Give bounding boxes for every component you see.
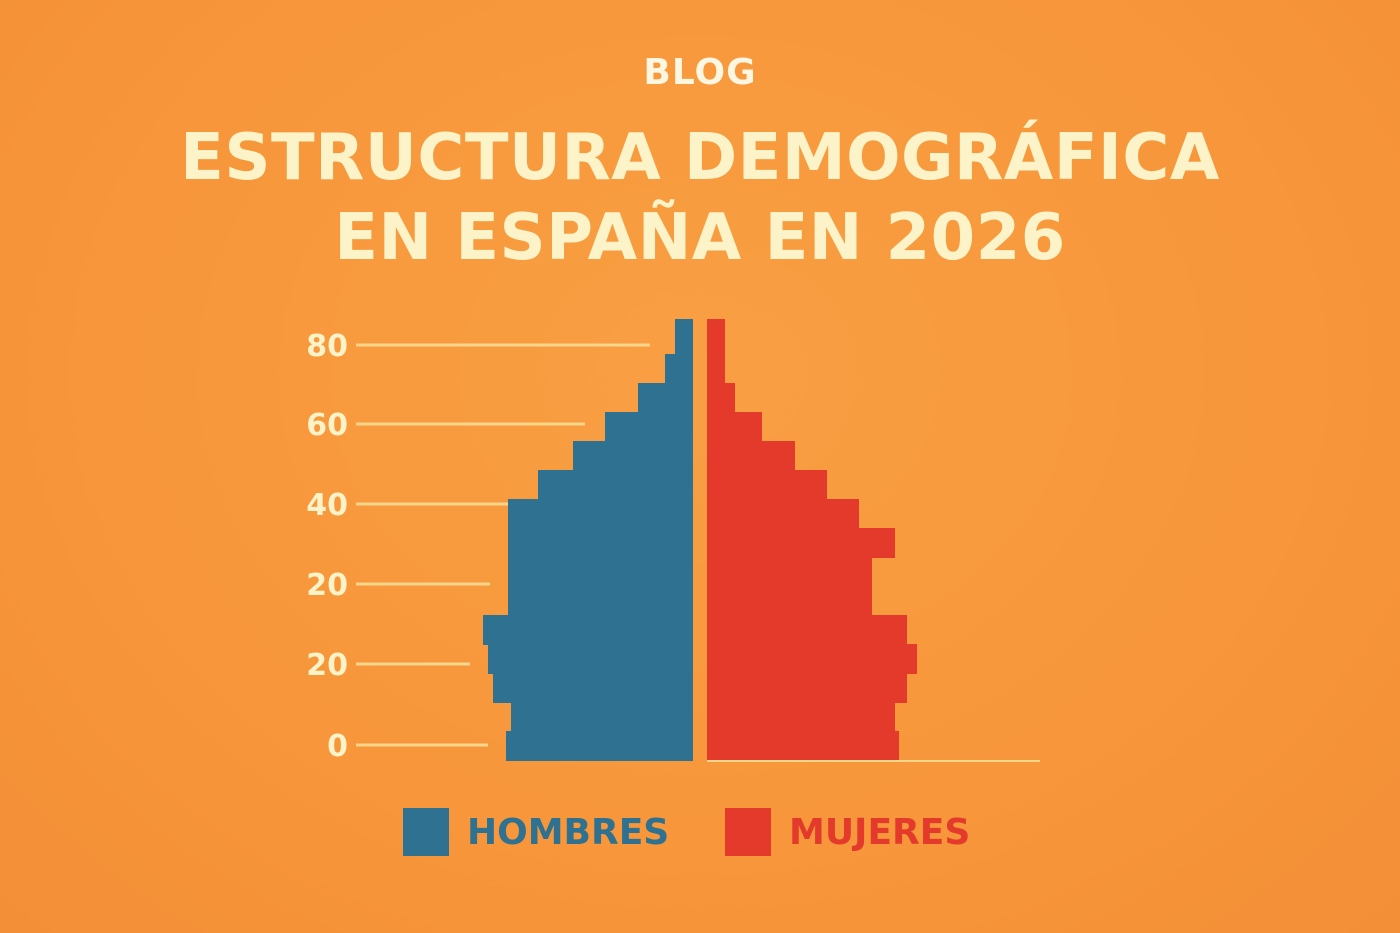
hombres-bar	[675, 319, 693, 355]
title-line-2: EN ESPAÑA EN 2026	[334, 201, 1066, 275]
legend-item-mujeres: MUJERES	[725, 808, 970, 856]
y-tick-label: 80	[306, 329, 348, 364]
mujeres-bar	[707, 557, 872, 587]
mujeres-bar	[707, 470, 827, 500]
hombres-bar	[506, 731, 693, 761]
hombres-bar	[493, 673, 693, 703]
hombres-bar	[508, 528, 693, 558]
mujeres-bar	[707, 702, 895, 732]
hombres-bar	[511, 702, 693, 732]
title-line-1: ESTRUCTURA DEMOGRÁFICA	[180, 121, 1220, 195]
page-title: ESTRUCTURA DEMOGRÁFICA EN ESPAÑA EN 2026	[0, 118, 1400, 278]
hombres-bar	[508, 586, 693, 616]
mujeres-bar	[707, 383, 735, 413]
mujeres-bar	[707, 499, 859, 529]
hombres-bar	[605, 412, 693, 442]
mujeres-bar	[707, 731, 899, 761]
hombres-bar	[573, 441, 693, 471]
hombres-bar	[508, 557, 693, 587]
y-tick-label: 0	[327, 729, 348, 764]
y-tick-label: 60	[306, 408, 348, 443]
mujeres-bar	[707, 673, 907, 703]
hombres-bar	[538, 470, 693, 500]
hombres-bars	[483, 319, 693, 761]
hombres-bar	[638, 383, 693, 413]
y-tick-label: 20	[306, 568, 348, 603]
hombres-bar	[488, 644, 693, 674]
mujeres-bar	[707, 586, 872, 616]
legend-swatch-hombres	[403, 808, 449, 856]
mujeres-bars	[707, 319, 917, 761]
legend-item-hombres: HOMBRES	[403, 808, 669, 856]
legend-label-mujeres: MUJERES	[789, 811, 971, 853]
legend: HOMBRES MUJERES	[0, 808, 1400, 858]
legend-label-hombres: HOMBRES	[467, 811, 670, 853]
mujeres-bar	[707, 441, 795, 471]
y-tick-label: 20	[306, 648, 348, 683]
mujeres-bar	[707, 412, 762, 442]
legend-swatch-mujeres	[725, 808, 771, 856]
mujeres-bar	[707, 644, 917, 674]
mujeres-bar	[707, 528, 895, 558]
hombres-bar	[483, 615, 693, 645]
y-axis-ticks: 0 20 20 40 60 80	[306, 329, 348, 764]
mujeres-bar	[707, 319, 725, 355]
hombres-bar	[665, 354, 693, 384]
mujeres-bar	[707, 615, 907, 645]
gridlines	[356, 343, 650, 747]
mujeres-bar	[707, 354, 725, 384]
hombres-bar	[508, 499, 693, 529]
blog-kicker: BLOG	[643, 52, 757, 93]
y-tick-label: 40	[306, 488, 348, 523]
